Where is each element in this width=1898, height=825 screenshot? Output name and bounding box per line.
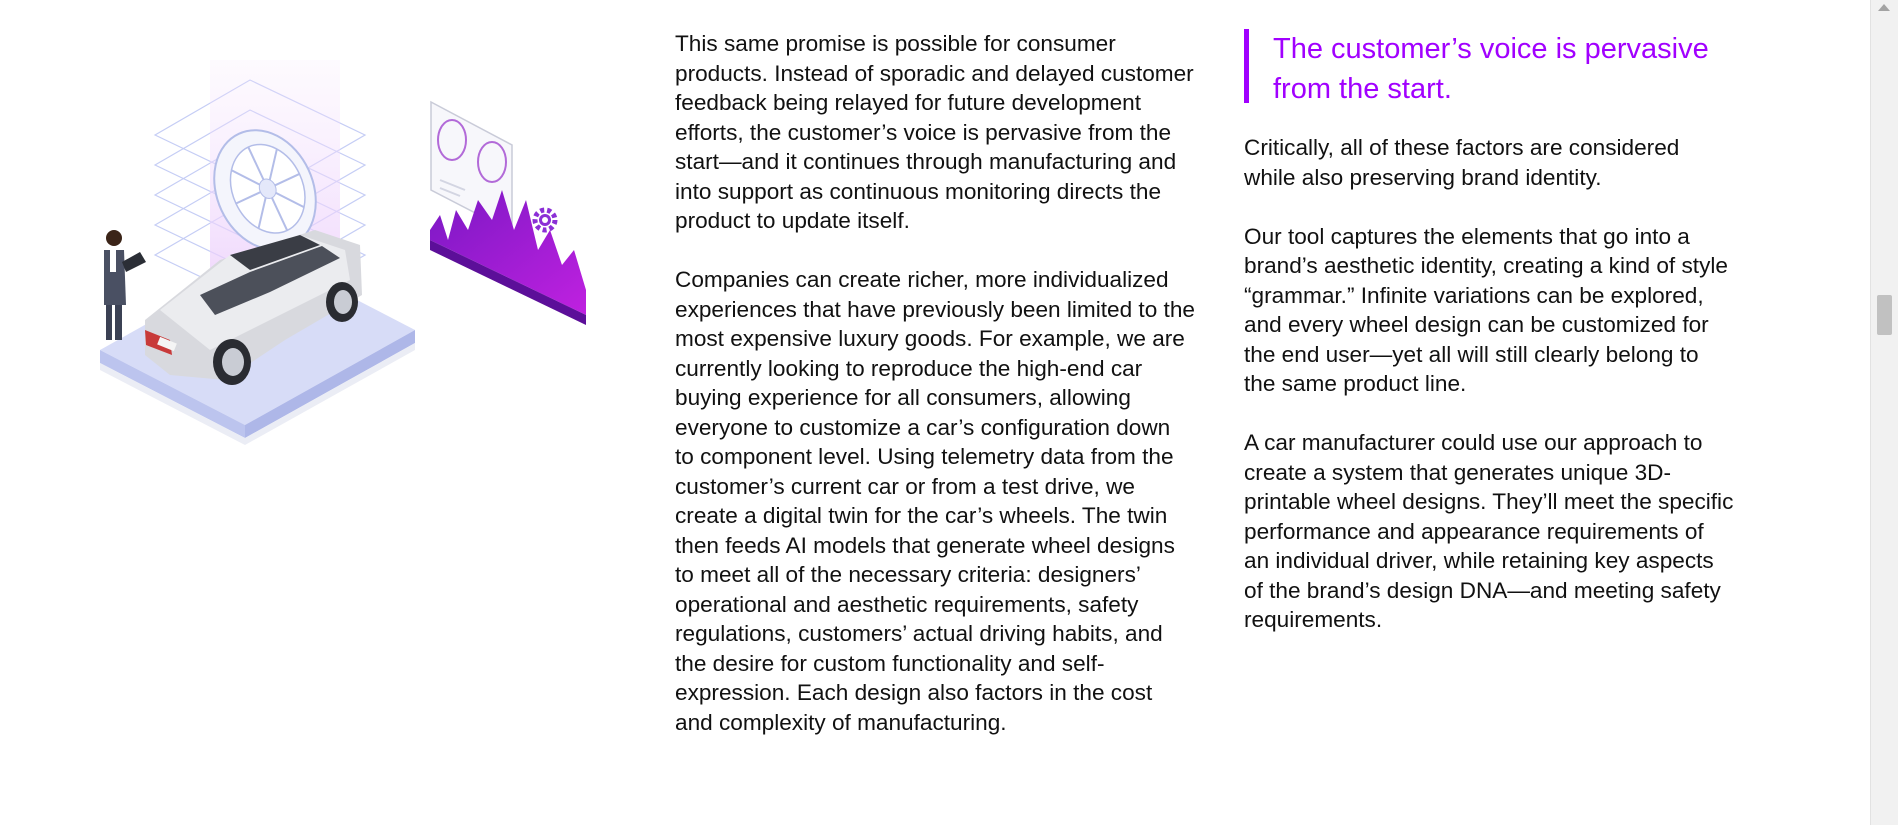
wave-chart-icon xyxy=(430,190,586,325)
paragraph-car-manufacturer: A car manufacturer could use our approac… xyxy=(1244,430,1734,632)
gear-icon xyxy=(532,207,558,233)
paragraph-brand-identity: Critically, all of these factors are con… xyxy=(1244,135,1680,190)
article-column-right: The customer’s voice is pervasive from t… xyxy=(1244,29,1734,664)
person-icon xyxy=(104,230,146,340)
paragraph-style-grammar: Our tool captures the elements that go i… xyxy=(1244,223,1728,397)
scrollbar-thumb[interactable] xyxy=(1877,295,1892,335)
scroll-up-arrow-icon[interactable] xyxy=(1878,4,1890,11)
pull-quote: The customer’s voice is pervasive from t… xyxy=(1244,29,1734,105)
paragraph-customer-voice: This same promise is possible for consum… xyxy=(675,31,1194,233)
vertical-scrollbar[interactable] xyxy=(1870,0,1898,825)
article-column-middle: This same promise is possible for consum… xyxy=(675,29,1195,767)
wheel-icon xyxy=(213,129,317,251)
car-customization-illustration xyxy=(100,60,586,445)
paragraph-individualized-experiences: Companies can create richer, more indivi… xyxy=(675,267,1195,735)
car-icon xyxy=(145,230,362,385)
